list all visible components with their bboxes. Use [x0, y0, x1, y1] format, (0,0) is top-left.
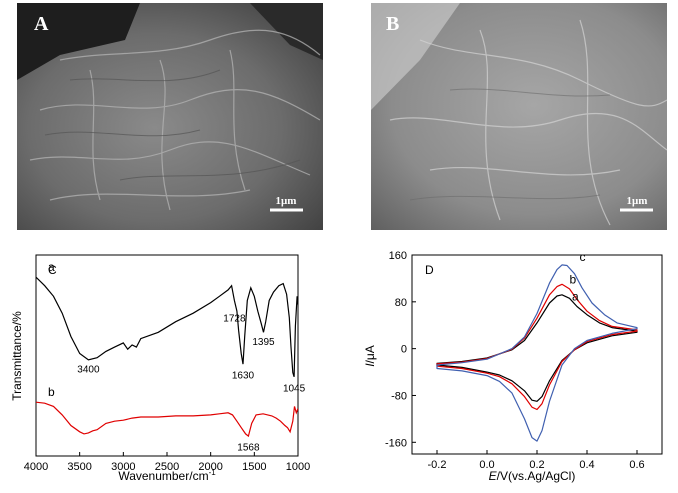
- series-label-b: b: [48, 385, 55, 399]
- chart-d: D -0.2 0.0 0.2 0.4 0.6 160 80 0 -80 -160 abc I/μA…: [363, 250, 663, 483]
- x-axis-label-d-text: /V(vs.Ag/AgCl): [497, 469, 576, 483]
- axes-d: -0.2 0.0 0.2 0.4 0.6 160 80 0 -80 -160: [385, 250, 645, 471]
- series-label-a: a: [572, 290, 579, 304]
- x-tick-label-c: 3500: [67, 461, 91, 473]
- series-line-a: [436, 294, 638, 402]
- panel-label-a: A: [34, 13, 49, 35]
- y-tick-label-d: 80: [395, 297, 407, 309]
- series-label-b: b: [570, 273, 577, 287]
- scale-bar-label-a: 1μm: [276, 195, 297, 207]
- chart-c: C 4000 3500 3000 2500 2000 1500 1000 ab 340017…: [10, 254, 310, 483]
- annotations-c: 3400 1728 1395 1630 1045 1568: [77, 313, 305, 453]
- peak-annotation: 1395: [252, 337, 275, 348]
- y-tick-label-d: 160: [389, 250, 407, 262]
- x-axis-label-c: Wavenumber/cm-1: [118, 468, 216, 483]
- x-tick-label-c: 4000: [24, 461, 48, 473]
- panel-label-b: B: [386, 13, 399, 35]
- x-tick-label-d: 0.6: [629, 459, 644, 471]
- plot-frame-c: [35, 254, 299, 457]
- sem-image-b: B 1μm: [371, 3, 668, 230]
- x-tick-label-d: -0.2: [428, 459, 447, 471]
- scale-bar-label-b: 1μm: [627, 195, 648, 207]
- x-axis-c: 4000 3500 3000 2500 2000 1500 1000: [24, 452, 310, 473]
- x-tick-label-d: 0.0: [479, 459, 494, 471]
- y-axis-label-c: Transmittance/%: [10, 311, 24, 401]
- x-axis-label-d: E/V(vs.Ag/AgCl): [489, 469, 576, 483]
- series-line-c: [436, 264, 638, 442]
- peak-annotation: 1630: [232, 371, 255, 382]
- series-line-b: [36, 401, 298, 438]
- peak-annotation: 1045: [283, 383, 306, 394]
- peak-annotation: 1568: [237, 443, 260, 454]
- series-labels-c: ab: [48, 260, 55, 399]
- series-group-d: [436, 264, 638, 442]
- y-tick-label-d: 0: [401, 344, 407, 356]
- y-axis-label-d: I/μA: [363, 345, 377, 367]
- panel-label-c: C: [48, 263, 57, 277]
- peak-annotation: 3400: [77, 364, 100, 375]
- series-labels-d: abc: [570, 250, 586, 304]
- series-line-b: [436, 283, 638, 411]
- x-tick-label-c: 2000: [198, 461, 222, 473]
- y-axis-label-d-text: /μA: [363, 345, 377, 363]
- x-axis-label-c-sup: -1: [209, 468, 217, 477]
- y-tick-label-d: -160: [385, 437, 407, 449]
- x-tick-label-d: 0.4: [579, 459, 594, 471]
- series-group-c: [36, 276, 298, 438]
- series-label-c: c: [580, 250, 586, 264]
- y-axis-label-d-italic: I: [363, 363, 377, 367]
- x-axis-label-d-italic: E: [489, 469, 498, 483]
- x-tick-label-c: 2500: [155, 461, 179, 473]
- x-tick-label-c: 1000: [286, 461, 310, 473]
- peak-annotation: 1728: [223, 313, 246, 324]
- x-tick-label-d: 0.2: [529, 459, 544, 471]
- panel-label-d: D: [425, 263, 434, 277]
- series-line-a: [36, 276, 298, 377]
- plot-frame-d: [411, 254, 663, 455]
- y-tick-label-d: -80: [391, 390, 407, 402]
- sem-image-a: A 1μm: [17, 3, 323, 230]
- x-tick-label-c: 1500: [242, 461, 266, 473]
- x-axis-label-c-text: Wavenumber/cm: [118, 469, 208, 483]
- series-label-a: a: [48, 260, 55, 274]
- x-tick-label-c: 3000: [111, 461, 135, 473]
